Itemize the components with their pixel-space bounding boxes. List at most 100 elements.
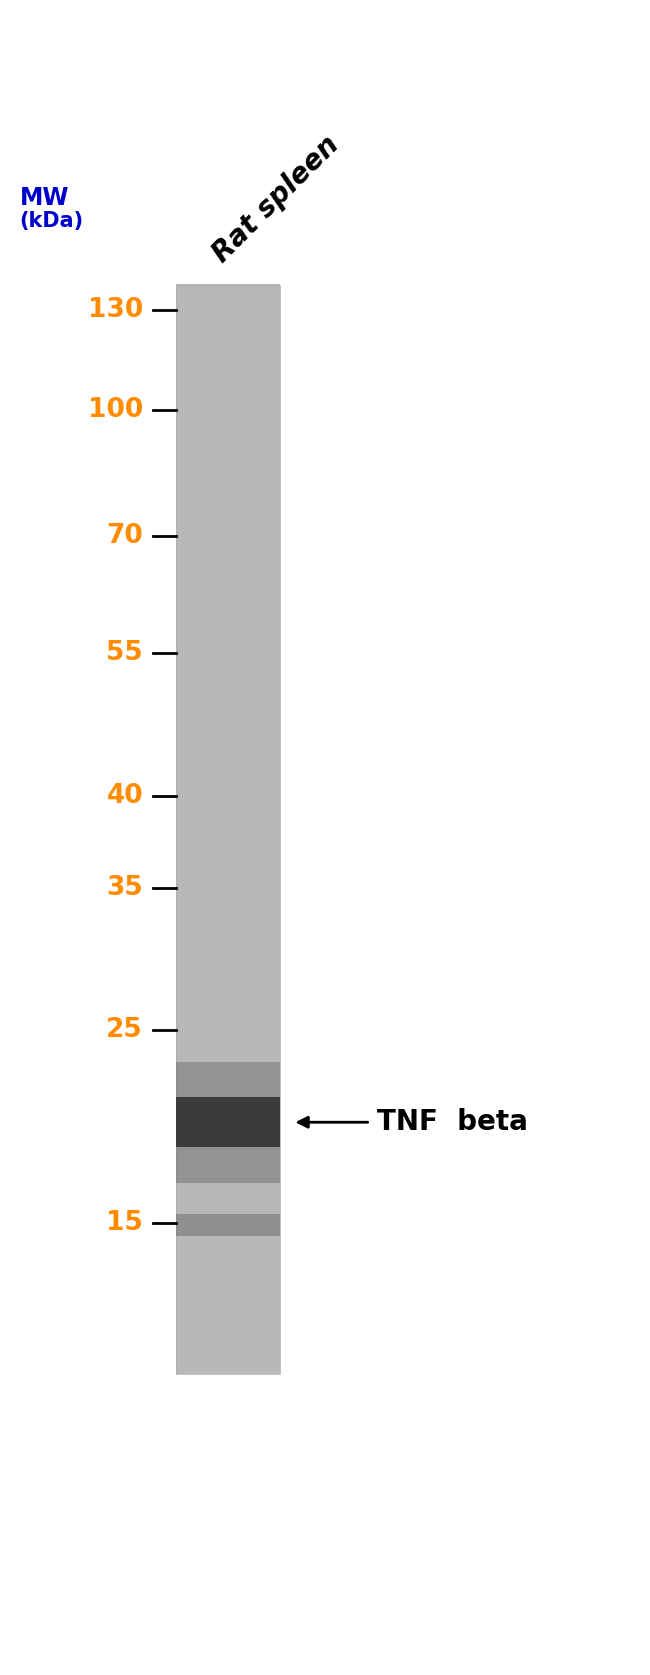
Bar — [176, 935, 280, 938]
Bar — [176, 725, 280, 729]
Bar — [176, 360, 280, 363]
Bar — [176, 762, 280, 767]
Bar — [176, 417, 280, 420]
Bar — [176, 717, 280, 720]
Bar — [176, 355, 280, 358]
Bar — [176, 429, 280, 432]
Bar — [176, 1256, 280, 1260]
Bar — [176, 683, 280, 687]
Bar — [176, 347, 280, 350]
Bar — [176, 608, 280, 611]
Bar — [176, 1127, 280, 1131]
Bar — [176, 1119, 280, 1122]
Bar — [176, 951, 280, 955]
Bar — [176, 1219, 280, 1224]
Bar — [176, 504, 280, 508]
Bar — [176, 1270, 280, 1273]
Bar — [176, 551, 280, 554]
Bar — [176, 1286, 280, 1290]
Bar — [176, 1114, 280, 1117]
Bar — [176, 945, 280, 948]
Bar — [176, 1049, 280, 1052]
Bar — [176, 1005, 280, 1008]
Bar — [176, 921, 280, 925]
Bar — [176, 1122, 280, 1126]
Bar — [176, 283, 280, 288]
Bar — [176, 657, 280, 660]
Bar — [176, 1340, 280, 1343]
Bar — [176, 1079, 280, 1082]
Bar — [176, 1022, 280, 1025]
Bar — [176, 1300, 280, 1303]
Bar — [176, 570, 280, 573]
Bar — [176, 817, 280, 821]
Bar — [176, 618, 280, 621]
Bar — [176, 409, 280, 412]
Bar — [176, 1097, 280, 1147]
Bar — [176, 770, 280, 774]
Bar — [176, 400, 280, 405]
Bar — [176, 1357, 280, 1360]
Bar — [176, 513, 280, 516]
Bar — [176, 879, 280, 884]
Bar — [176, 1266, 280, 1270]
Bar — [176, 482, 280, 486]
Bar — [176, 1196, 280, 1199]
Bar — [176, 548, 280, 551]
Bar — [176, 1157, 280, 1161]
Bar — [176, 1095, 280, 1099]
Bar — [176, 330, 280, 333]
Bar — [176, 556, 280, 559]
Bar — [176, 843, 280, 846]
Bar — [176, 1141, 280, 1146]
Bar — [176, 712, 280, 715]
Bar — [176, 1193, 280, 1196]
Bar — [176, 647, 280, 650]
Bar — [176, 343, 280, 347]
Bar — [176, 1032, 280, 1035]
Bar — [176, 1106, 280, 1109]
Bar — [176, 697, 280, 702]
Bar — [176, 1228, 280, 1233]
Bar — [176, 1069, 280, 1072]
Bar — [176, 1054, 280, 1059]
Bar — [176, 901, 280, 905]
Bar — [176, 430, 280, 434]
Bar — [176, 464, 280, 467]
Bar — [176, 392, 280, 397]
Bar — [176, 953, 280, 956]
Bar — [176, 1166, 280, 1169]
Bar — [176, 1027, 280, 1030]
Bar — [176, 1013, 280, 1017]
Bar — [176, 1097, 280, 1102]
Bar — [176, 858, 280, 861]
Bar — [176, 757, 280, 760]
Bar — [176, 682, 280, 685]
Bar — [176, 1288, 280, 1291]
Bar — [176, 926, 280, 930]
Bar — [176, 995, 280, 998]
Bar — [176, 286, 280, 290]
Bar — [176, 878, 280, 881]
Bar — [176, 1087, 280, 1090]
Bar — [176, 769, 280, 772]
Bar — [176, 1112, 280, 1116]
Bar — [176, 765, 280, 769]
Bar — [176, 605, 280, 608]
Bar — [176, 1136, 280, 1139]
Bar — [176, 1280, 280, 1283]
Bar — [176, 940, 280, 943]
Bar — [176, 869, 280, 873]
Bar — [176, 456, 280, 459]
Bar — [176, 1104, 280, 1107]
Bar — [176, 1174, 280, 1178]
Bar — [176, 705, 280, 710]
Bar — [176, 377, 280, 380]
Bar — [176, 1353, 280, 1357]
Bar — [176, 1258, 280, 1261]
Bar — [176, 600, 280, 603]
Bar — [176, 1214, 280, 1218]
Bar — [176, 496, 280, 499]
Bar — [176, 368, 280, 372]
Bar — [176, 469, 280, 472]
